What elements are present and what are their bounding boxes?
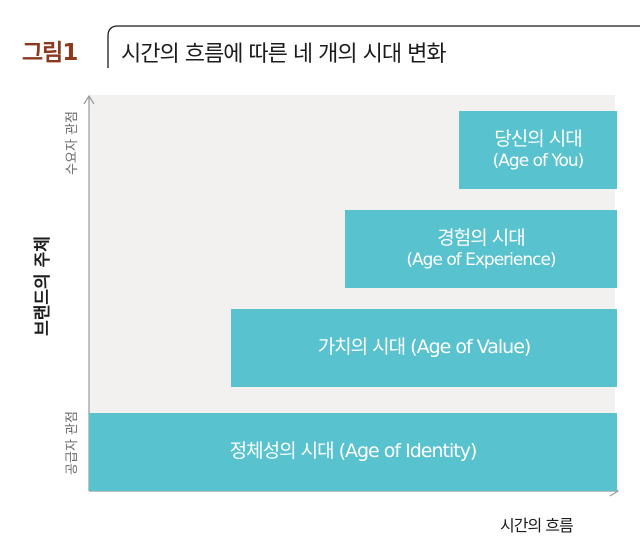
era-age-of-experience: 경험의 시대 (Age of Experience): [345, 210, 617, 288]
y-label-demand-side: 수요자 관점: [65, 111, 80, 175]
figure-label: 그림1: [22, 40, 78, 66]
y-label-supply-side: 공급자 관점: [65, 411, 80, 475]
y-axis-arrow: [83, 94, 95, 105]
era-identity-label: 정체성의 시대 (Age of Identity): [229, 440, 478, 463]
era-age-of-identity: 정체성의 시대 (Age of Identity): [89, 413, 617, 491]
y-axis-title: 브랜드의 주체: [33, 236, 53, 336]
figure-title: 시간의 흐름에 따른 네 개의 시대 변화: [121, 42, 447, 67]
era-you-title: 당신의 시대: [494, 127, 582, 150]
x-axis-title: 시간의 흐름: [500, 516, 574, 535]
era-experience-title: 경험의 시대: [437, 226, 525, 249]
era-value-label: 가치의 시대 (Age of Value): [317, 336, 532, 359]
era-age-of-value: 가치의 시대 (Age of Value): [231, 309, 617, 387]
era-experience-subtitle: (Age of Experience): [406, 250, 556, 271]
era-you-subtitle: (Age of You): [492, 151, 585, 172]
title-bracket: [107, 25, 640, 68]
era-age-of-you: 당신의 시대 (Age of You): [459, 111, 617, 189]
